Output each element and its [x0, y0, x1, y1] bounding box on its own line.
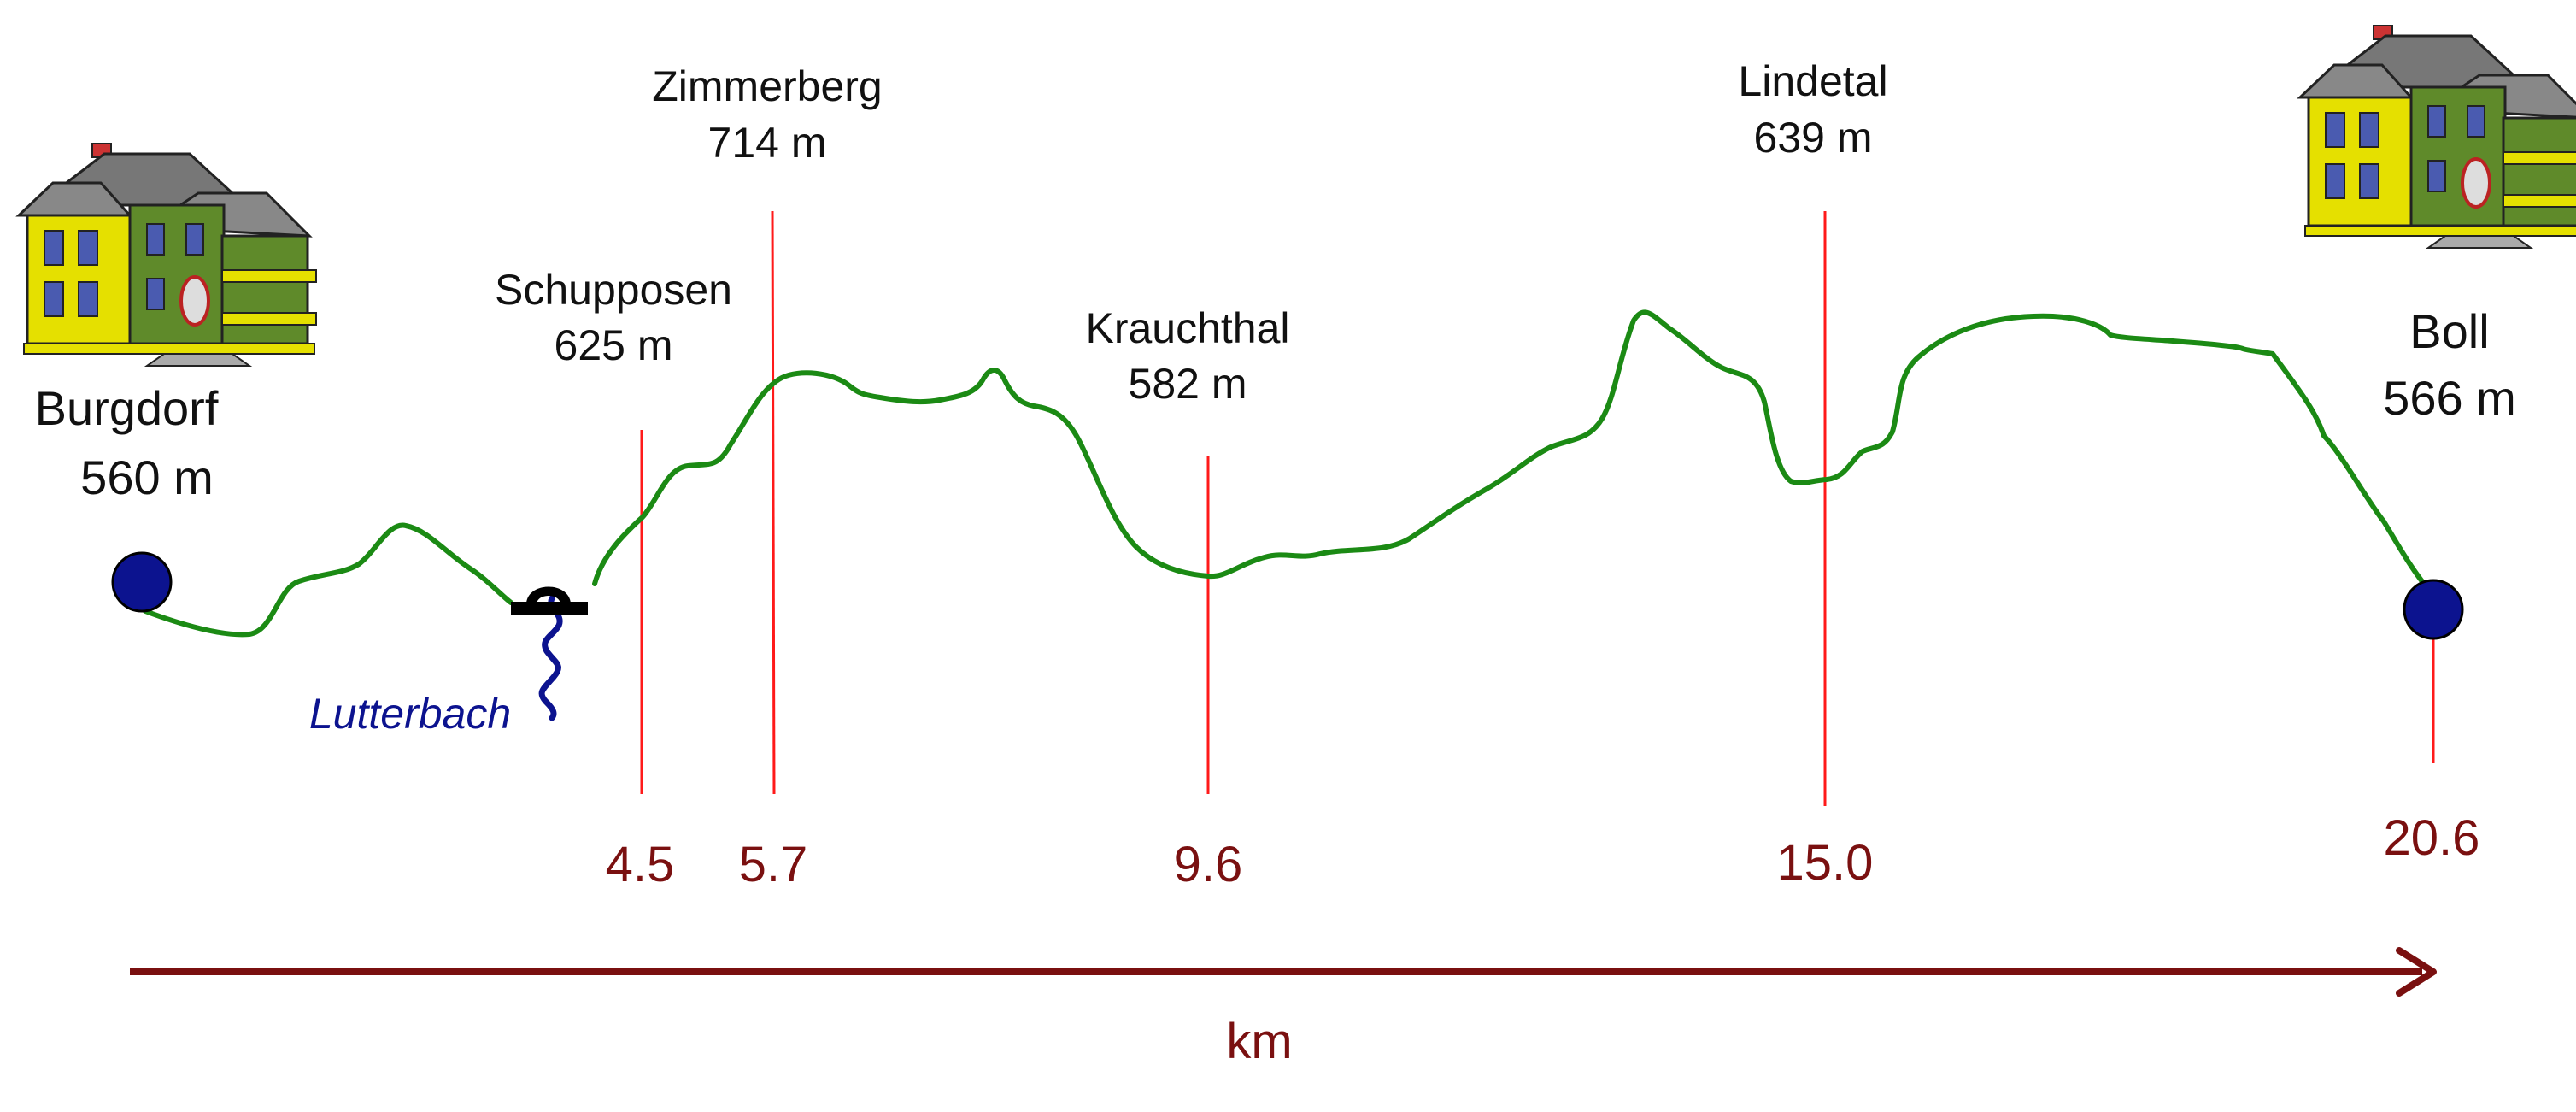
house-icon [2298, 24, 2576, 250]
elevation-profile-line [592, 309, 2432, 592]
km-value-zimmerberg: 5.7 [739, 837, 808, 892]
km-value-schupposen: 4.5 [606, 837, 675, 892]
axis-label: km [1226, 1014, 1292, 1069]
start-elevation: 560 m [80, 450, 214, 504]
waypoint-name-lindetal: Lindetal [1738, 57, 1887, 105]
bridge-icon [511, 586, 588, 615]
waypoint-name-schupposen: Schupposen [495, 266, 732, 314]
distance-axis-arrow [130, 947, 2437, 997]
creek-label: Lutterbach [309, 690, 511, 738]
elevation-profile-line [143, 522, 513, 638]
waypoint-name-krauchthal: Krauchthal [1085, 304, 1289, 352]
waypoint-name-zimmerberg: Zimmerberg [652, 62, 882, 110]
end-name: Boll [2409, 304, 2489, 358]
waypoint-elevation-krauchthal: 582 m [1129, 360, 1247, 408]
waypoint-elevation-zimmerberg: 714 m [708, 119, 827, 167]
house-icon [17, 142, 318, 368]
start-point [111, 551, 173, 613]
km-value-boll: 20.6 [2384, 810, 2480, 866]
waypoint-elevation-schupposen: 625 m [555, 321, 673, 369]
creek-icon [538, 595, 563, 721]
km-value-lindetal: 15.0 [1777, 835, 1874, 891]
end-elevation: 566 m [2383, 371, 2516, 425]
km-value-krauchthal: 9.6 [1174, 837, 1243, 892]
waypoint-elevation-lindetal: 639 m [1754, 114, 1873, 162]
end-point [2403, 579, 2464, 640]
start-name: Burgdorf [35, 381, 219, 435]
marker-line-zimmerberg [771, 210, 776, 795]
